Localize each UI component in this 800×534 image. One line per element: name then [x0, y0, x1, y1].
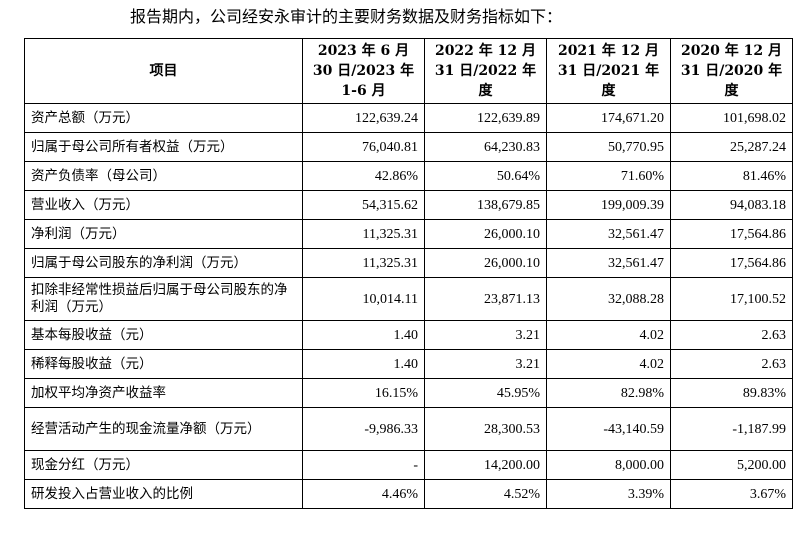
- cell-value: 3.21: [424, 349, 547, 379]
- header-row: 项目 2023 年 6 月 30 日/2023 年 1-6 月 2022 年 1…: [24, 38, 793, 104]
- table-row: 基本每股收益（元） 1.40 3.21 4.02 2.63: [24, 320, 793, 350]
- cell-value: 54,315.62: [302, 190, 425, 220]
- cell-value: 50.64%: [424, 161, 547, 191]
- cell-value: 26,000.10: [424, 248, 547, 278]
- cell-value: 64,230.83: [424, 132, 547, 162]
- cell-value: 122,639.24: [302, 103, 425, 133]
- cell-value: 138,679.85: [424, 190, 547, 220]
- cell-value: 17,100.52: [670, 277, 793, 321]
- cell-value: 11,325.31: [302, 219, 425, 249]
- header-2022: 2022 年 12 月 31 日/2022 年度: [424, 38, 547, 104]
- cell-value: -1,187.99: [670, 407, 793, 451]
- table-row: 营业收入（万元） 54,315.62 138,679.85 199,009.39…: [24, 190, 793, 220]
- cell-value: 1.40: [302, 349, 425, 379]
- cell-value: 76,040.81: [302, 132, 425, 162]
- table-row: 稀释每股收益（元） 1.40 3.21 4.02 2.63: [24, 349, 793, 379]
- cell-value: 81.46%: [670, 161, 793, 191]
- cell-value: 17,564.86: [670, 219, 793, 249]
- row-label: 基本每股收益（元）: [24, 320, 303, 350]
- cell-value: 89.83%: [670, 378, 793, 408]
- cell-value: 199,009.39: [546, 190, 671, 220]
- row-label: 资产负债率（母公司）: [24, 161, 303, 191]
- header-2023h1: 2023 年 6 月 30 日/2023 年 1-6 月: [302, 38, 425, 104]
- cell-value: 32,561.47: [546, 219, 671, 249]
- table-row: 资产负债率（母公司） 42.86% 50.64% 71.60% 81.46%: [24, 161, 793, 191]
- cell-value: 42.86%: [302, 161, 425, 191]
- cell-value: 4.46%: [302, 479, 425, 509]
- cell-value: 28,300.53: [424, 407, 547, 451]
- table-row: 现金分红（万元） - 14,200.00 8,000.00 5,200.00: [24, 450, 793, 480]
- cell-value: -43,140.59: [546, 407, 671, 451]
- cell-value: 2.63: [670, 349, 793, 379]
- cell-value: 11,325.31: [302, 248, 425, 278]
- cell-value: 3.39%: [546, 479, 671, 509]
- table-row: 资产总额（万元） 122,639.24 122,639.89 174,671.2…: [24, 103, 793, 133]
- cell-value: 26,000.10: [424, 219, 547, 249]
- header-2021: 2021 年 12 月 31 日/2021 年度: [546, 38, 671, 104]
- cell-value: 17,564.86: [670, 248, 793, 278]
- table-row: 净利润（万元） 11,325.31 26,000.10 32,561.47 17…: [24, 219, 793, 249]
- cell-value: -: [302, 450, 425, 480]
- cell-value: 2.63: [670, 320, 793, 350]
- header-item: 项目: [24, 38, 303, 104]
- cell-value: 16.15%: [302, 378, 425, 408]
- cell-value: 8,000.00: [546, 450, 671, 480]
- intro-text: 报告期内，公司经安永审计的主要财务数据及财务指标如下：: [130, 7, 563, 26]
- cell-value: 1.40: [302, 320, 425, 350]
- cell-value: 174,671.20: [546, 103, 671, 133]
- cell-value: 3.67%: [670, 479, 793, 509]
- table-row: 研发投入占营业收入的比例 4.46% 4.52% 3.39% 3.67%: [24, 479, 793, 509]
- cell-value: 50,770.95: [546, 132, 671, 162]
- cell-value: 5,200.00: [670, 450, 793, 480]
- cell-value: 14,200.00: [424, 450, 547, 480]
- cell-value: 45.95%: [424, 378, 547, 408]
- row-label: 净利润（万元）: [24, 219, 303, 249]
- cell-value: 4.02: [546, 320, 671, 350]
- cell-value: 23,871.13: [424, 277, 547, 321]
- row-label: 加权平均净资产收益率: [24, 378, 303, 408]
- cell-value: 122,639.89: [424, 103, 547, 133]
- table-row: 加权平均净资产收益率 16.15% 45.95% 82.98% 89.83%: [24, 378, 793, 408]
- row-label: 资产总额（万元）: [24, 103, 303, 133]
- cell-value: 82.98%: [546, 378, 671, 408]
- row-label: 扣除非经常性损益后归属于母公司股东的净利润（万元）: [24, 277, 303, 321]
- cell-value: 4.52%: [424, 479, 547, 509]
- cell-value: 25,287.24: [670, 132, 793, 162]
- financial-data-table: 项目 2023 年 6 月 30 日/2023 年 1-6 月 2022 年 1…: [24, 38, 793, 509]
- table-row: 归属于母公司所有者权益（万元） 76,040.81 64,230.83 50,7…: [24, 132, 793, 162]
- cell-value: 101,698.02: [670, 103, 793, 133]
- cell-value: 94,083.18: [670, 190, 793, 220]
- cell-value: 10,014.11: [302, 277, 425, 321]
- cell-value: 32,561.47: [546, 248, 671, 278]
- table-row: 经营活动产生的现金流量净额（万元） -9,986.33 28,300.53 -4…: [24, 407, 793, 451]
- cell-value: 71.60%: [546, 161, 671, 191]
- cell-value: 32,088.28: [546, 277, 671, 321]
- header-2020: 2020 年 12 月 31 日/2020 年度: [670, 38, 793, 104]
- row-label: 稀释每股收益（元）: [24, 349, 303, 379]
- row-label: 归属于母公司股东的净利润（万元）: [24, 248, 303, 278]
- cell-value: -9,986.33: [302, 407, 425, 451]
- row-label: 归属于母公司所有者权益（万元）: [24, 132, 303, 162]
- row-label: 经营活动产生的现金流量净额（万元）: [24, 407, 303, 451]
- row-label: 现金分红（万元）: [24, 450, 303, 480]
- row-label: 研发投入占营业收入的比例: [24, 479, 303, 509]
- table-row: 归属于母公司股东的净利润（万元） 11,325.31 26,000.10 32,…: [24, 248, 793, 278]
- table-row: 扣除非经常性损益后归属于母公司股东的净利润（万元） 10,014.11 23,8…: [24, 277, 793, 321]
- cell-value: 4.02: [546, 349, 671, 379]
- cell-value: 3.21: [424, 320, 547, 350]
- row-label: 营业收入（万元）: [24, 190, 303, 220]
